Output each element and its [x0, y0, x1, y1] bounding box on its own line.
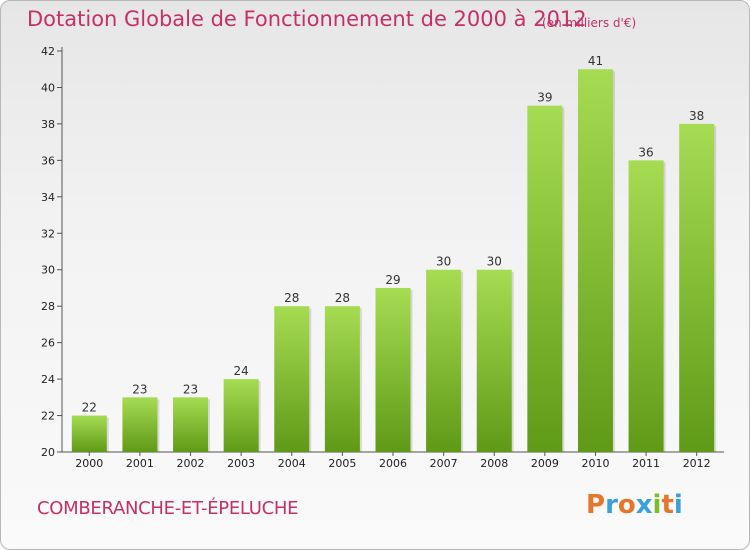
y-tick-label: 20: [41, 446, 55, 459]
bar-value-label: 29: [385, 273, 400, 287]
y-tick-label: 36: [41, 154, 55, 167]
x-tick-label: 2009: [531, 457, 559, 470]
x-tick-label: 2010: [581, 457, 609, 470]
proxiti-logo[interactable]: Proxiti: [586, 490, 683, 520]
bar-value-label: 39: [537, 91, 552, 105]
bar-value-label: 30: [436, 255, 451, 269]
logo-letter: o: [617, 490, 636, 520]
bar-2005[interactable]: [324, 306, 360, 452]
chart-title: Dotation Globale de Fonctionnement de 20…: [27, 7, 587, 31]
y-tick-label: 38: [41, 118, 55, 131]
y-tick-label: 28: [41, 300, 55, 313]
bar-2003[interactable]: [223, 379, 259, 452]
bar-value-label: 23: [183, 382, 198, 396]
chart-axes: 20 22 24 26 28 30 32 34 36 38 40 42: [41, 45, 724, 459]
bar-2004[interactable]: [274, 306, 310, 452]
bar-2008[interactable]: [476, 269, 512, 452]
commune-name: COMBERANCHE-ET-ÉPELUCHE: [37, 498, 299, 519]
x-tick-label: 2004: [278, 457, 306, 470]
chart-labels: 2000 22 2001 23 2002 23 2003 24 2004 28 2005 28 2006…: [75, 54, 710, 470]
y-tick-label: 26: [41, 337, 55, 350]
bar-value-label: 28: [335, 291, 350, 305]
y-tick-label: 24: [41, 373, 55, 386]
logo-letter: P: [586, 490, 606, 520]
x-tick-label: 2011: [632, 457, 660, 470]
bar-2001[interactable]: [122, 397, 158, 452]
bar-2012[interactable]: [679, 123, 715, 452]
y-tick-label: 30: [41, 264, 55, 277]
x-tick-label: 2001: [126, 457, 154, 470]
x-tick-label: 2003: [227, 457, 255, 470]
bar-2000[interactable]: [71, 415, 107, 452]
bar-value-label: 24: [234, 364, 249, 378]
bar-value-label: 23: [132, 382, 147, 396]
x-tick-label: 2008: [480, 457, 508, 470]
bar-2009[interactable]: [527, 105, 563, 452]
logo-letter: t: [661, 490, 674, 520]
bar-2002[interactable]: [173, 397, 209, 452]
logo-letter: x: [635, 490, 653, 520]
y-tick-label: 22: [41, 410, 55, 423]
x-tick-label: 2005: [328, 457, 356, 470]
bar-2007[interactable]: [426, 269, 462, 452]
bar-value-label: 41: [588, 54, 603, 68]
x-tick-label: 2000: [75, 457, 103, 470]
x-tick-label: 2002: [177, 457, 205, 470]
logo-letter: i: [673, 490, 683, 520]
y-tick-label: 40: [41, 81, 55, 94]
x-tick-label: 2007: [430, 457, 458, 470]
bar-value-label: 36: [638, 145, 653, 159]
bar-2006[interactable]: [375, 287, 411, 452]
logo-letter: i: [652, 490, 662, 520]
x-tick-label: 2012: [683, 457, 711, 470]
bar-2011[interactable]: [628, 160, 664, 452]
bar-value-label: 28: [284, 291, 299, 305]
y-tick-label: 32: [41, 227, 55, 240]
logo-letter: r: [605, 490, 618, 520]
bar-2010[interactable]: [577, 69, 613, 453]
bar-value-label: 22: [82, 401, 97, 415]
bar-value-label: 30: [487, 255, 502, 269]
y-tick-label: 42: [41, 45, 55, 58]
x-tick-label: 2006: [379, 457, 407, 470]
chart-unit-note: (en milliers d'€): [542, 16, 637, 30]
bar-value-label: 38: [689, 109, 704, 123]
chart-bars: [71, 69, 717, 453]
y-tick-label: 34: [41, 191, 55, 204]
